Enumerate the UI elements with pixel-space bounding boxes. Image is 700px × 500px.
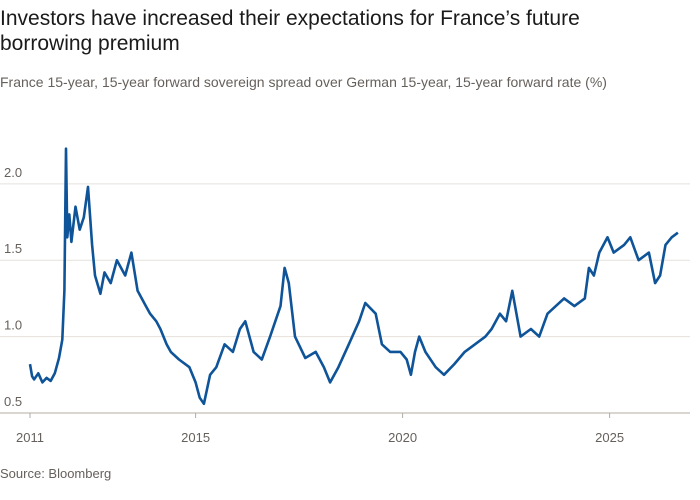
source-note: Source: Bloomberg xyxy=(0,466,112,481)
y-tick-label: 1.5 xyxy=(4,241,22,256)
line-series xyxy=(28,147,679,406)
x-tick-label: 2015 xyxy=(181,430,210,445)
x-tick-label: 2025 xyxy=(595,430,624,445)
y-tick-label: 2.0 xyxy=(4,165,22,180)
x-tick-label: 2011 xyxy=(16,430,44,445)
chart-subtitle: France 15-year, 15-year forward sovereig… xyxy=(0,74,607,90)
y-tick-label: 1.0 xyxy=(4,318,22,333)
y-tick-label: 0.5 xyxy=(4,394,22,409)
x-tick-label: 2020 xyxy=(388,430,417,445)
chart-title: Investors have increased their expectati… xyxy=(0,7,580,55)
